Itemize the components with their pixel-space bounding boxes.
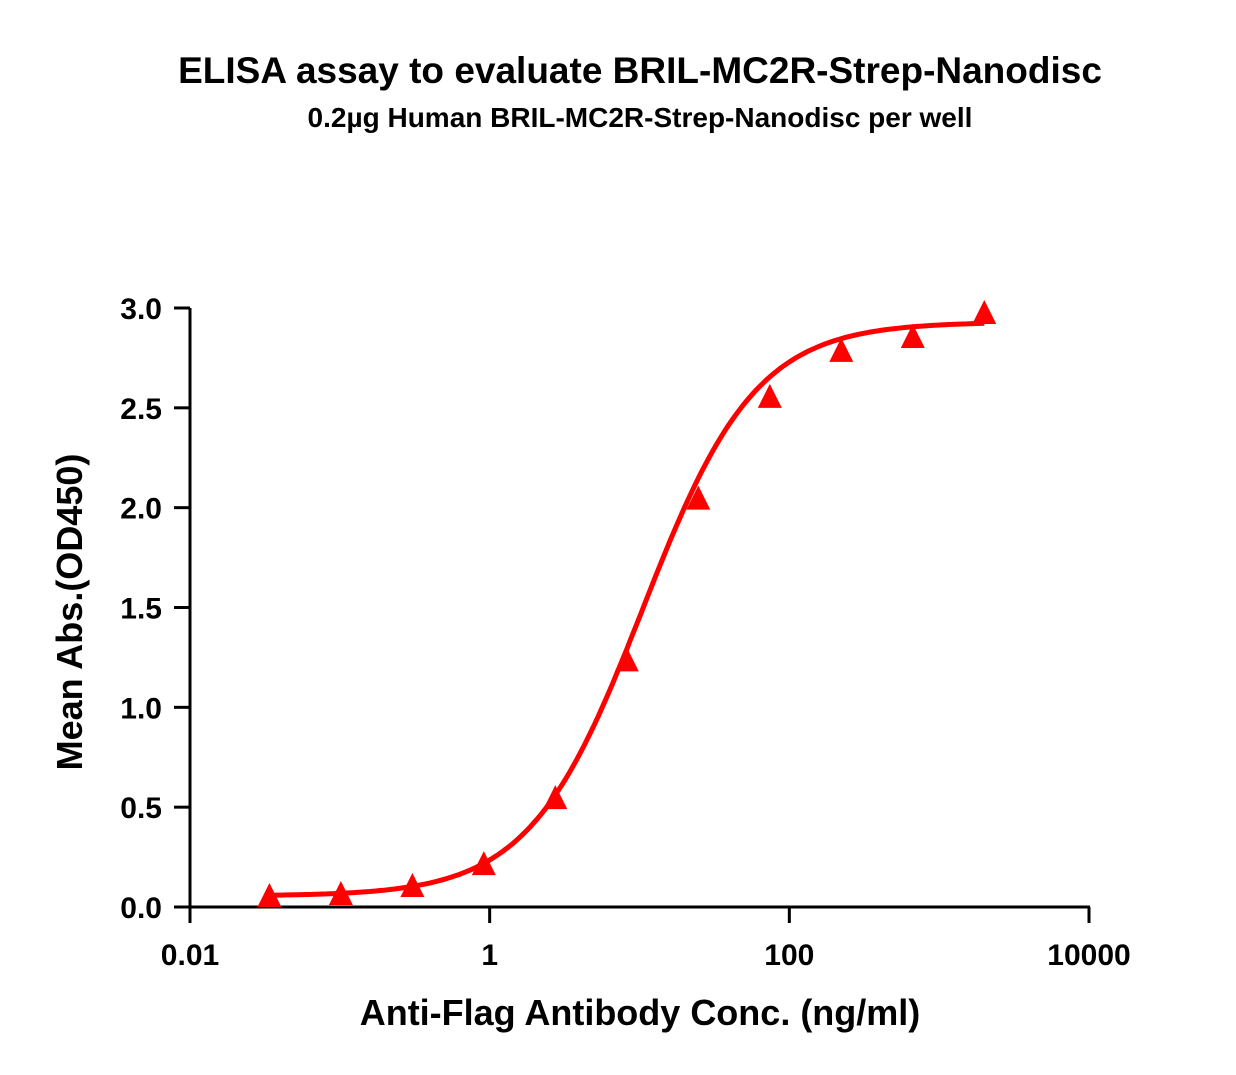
- y-tick-label: 2.0: [120, 493, 162, 526]
- data-point-triangle: [757, 383, 782, 408]
- data-point-triangle: [328, 881, 353, 906]
- data-point-triangle: [471, 851, 496, 876]
- data-point-triangle: [543, 785, 568, 810]
- y-tick-label: 1.5: [120, 593, 162, 626]
- y-tick-label: 1.0: [120, 692, 162, 725]
- data-point-triangle: [829, 337, 854, 362]
- chart-subtitle: 0.2µg Human BRIL-MC2R-Strep-Nanodisc per…: [307, 102, 973, 133]
- data-point-triangle: [686, 485, 711, 510]
- y-tick-label: 2.5: [120, 393, 162, 426]
- data-point-triangle: [614, 647, 639, 672]
- x-tick-label: 100: [764, 939, 814, 972]
- chart-title: ELISA assay to evaluate BRIL-MC2R-Strep-…: [178, 50, 1102, 91]
- x-tick-label: 0.01: [161, 939, 219, 972]
- data-point-triangle: [257, 883, 282, 908]
- axes: 0.0 0.5 1.0 1.5 2.0 2.5 3.0 0.01 1 100 10000: [120, 293, 1130, 972]
- data-point-triangle: [900, 323, 925, 348]
- data-points: [257, 299, 997, 908]
- x-axis-label: Anti-Flag Antibody Conc. (ng/ml): [360, 992, 921, 1033]
- x-tick-label: 1: [481, 939, 498, 972]
- y-tick-label: 0.0: [120, 892, 162, 925]
- x-tick-label: 10000: [1047, 939, 1130, 972]
- fit-curve: [269, 320, 985, 898]
- y-tick-label: 0.5: [120, 792, 162, 825]
- y-axis-label: Mean Abs.(OD450): [49, 454, 90, 771]
- y-tick-label: 3.0: [120, 293, 162, 326]
- data-point-triangle: [400, 873, 425, 898]
- data-point-triangle: [972, 299, 997, 324]
